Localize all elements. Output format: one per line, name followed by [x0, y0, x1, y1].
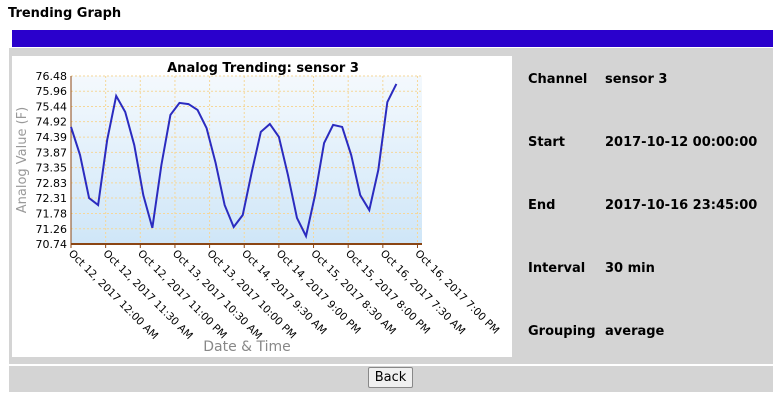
info-value: 2017-10-16 23:45:00: [602, 175, 773, 236]
page-title: Trending Graph: [8, 6, 122, 21]
back-button[interactable]: Back: [368, 367, 413, 388]
data-line: [70, 83, 398, 240]
y-tick-label: 72.83: [36, 177, 68, 190]
y-tick-label: 71.26: [36, 223, 68, 236]
y-axis-label: Analog Value (F): [15, 107, 30, 214]
info-value: 2017-10-12 00:00:00: [602, 112, 773, 173]
chart-box: Analog Trending: sensor 3 Analog Value (…: [12, 56, 512, 357]
info-label: Interval: [525, 238, 600, 299]
y-tick-label: 75.96: [36, 85, 68, 98]
x-axis-label: Date & Time: [203, 339, 291, 355]
info-label: Channel: [525, 49, 600, 110]
info-value: sensor 3: [602, 49, 773, 110]
info-label: End: [525, 175, 600, 236]
y-tick-label: 70.74: [36, 238, 68, 251]
y-tick-label: 73.87: [36, 146, 68, 159]
y-tick-label: 75.44: [36, 100, 68, 113]
y-tick-label: 76.48: [36, 70, 68, 83]
info-value: average: [602, 301, 773, 362]
y-tick-label: 73.35: [36, 162, 68, 175]
chart: Analog Trending: sensor 3 Analog Value (…: [15, 61, 501, 355]
header-bar: [12, 30, 773, 47]
chart-title: Analog Trending: sensor 3: [167, 61, 359, 76]
info-label: Grouping: [525, 301, 600, 362]
info-value: 30 min: [602, 238, 773, 299]
y-tick-label: 74.39: [36, 131, 68, 144]
plot-area: [71, 76, 422, 244]
y-tick-label: 74.92: [36, 116, 68, 129]
y-tick-label: 71.78: [36, 208, 68, 221]
y-tick-label: 72.31: [36, 192, 68, 205]
info-label: Start: [525, 112, 600, 173]
